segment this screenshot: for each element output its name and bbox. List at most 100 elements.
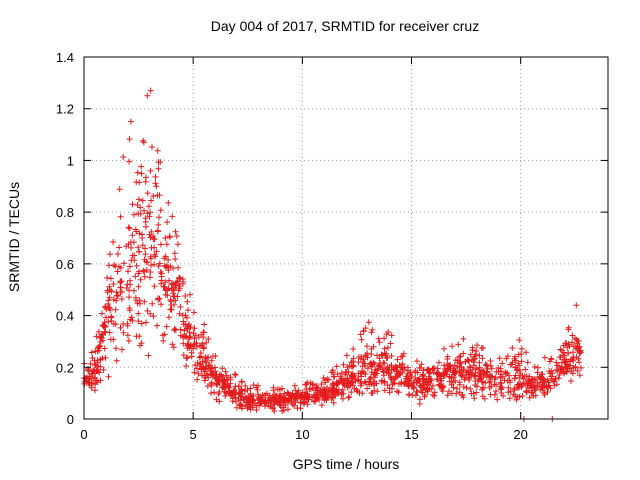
- data-point: [191, 325, 198, 332]
- data-point: [126, 307, 133, 314]
- data-point: [142, 251, 149, 258]
- data-point: [157, 159, 164, 166]
- data-point: [572, 335, 578, 342]
- data-point: [110, 336, 117, 343]
- data-point: [180, 340, 187, 347]
- data-point: [483, 362, 490, 369]
- data-point: [213, 380, 220, 387]
- data-point: [208, 390, 215, 397]
- data-point: [154, 147, 161, 154]
- data-point: [141, 298, 148, 305]
- data-point: [147, 234, 154, 241]
- data-point: [112, 306, 119, 313]
- data-point: [173, 233, 180, 240]
- data-point: [355, 359, 362, 366]
- data-point: [152, 253, 159, 260]
- data-point: [187, 291, 194, 298]
- data-point: [455, 341, 462, 348]
- data-point: [135, 318, 142, 325]
- data-point: [118, 296, 125, 302]
- data-point: [161, 331, 168, 338]
- data-point: [190, 330, 197, 337]
- data-point: [294, 405, 301, 412]
- data-point: [399, 360, 406, 367]
- data-point: [565, 324, 572, 331]
- data-point: [469, 344, 476, 351]
- data-point: [95, 363, 101, 370]
- data-point: [106, 262, 112, 269]
- data-point: [137, 276, 144, 283]
- data-point: [462, 358, 469, 365]
- data-point: [544, 389, 551, 395]
- data-point: [456, 353, 463, 360]
- data-point: [466, 363, 473, 370]
- data-point: [575, 355, 582, 362]
- data-point: [157, 269, 164, 275]
- data-point: [414, 389, 421, 395]
- data-point: [384, 364, 391, 371]
- data-point: [446, 373, 453, 380]
- data-point: [144, 92, 151, 99]
- data-point: [235, 395, 242, 402]
- x-tick-label: 20: [513, 427, 527, 442]
- data-point: [199, 372, 205, 379]
- data-point: [458, 373, 465, 380]
- data-point: [175, 241, 181, 248]
- data-point: [358, 336, 365, 343]
- data-point: [329, 381, 336, 388]
- data-point: [466, 377, 473, 383]
- data-point: [514, 366, 521, 373]
- data-point: [555, 375, 562, 382]
- data-point: [87, 360, 94, 367]
- data-point: [578, 364, 584, 371]
- data-point: [348, 389, 355, 396]
- data-point: [358, 370, 365, 377]
- data-point: [304, 401, 311, 408]
- data-point: [108, 313, 115, 320]
- data-point: [157, 241, 164, 248]
- data-point: [162, 279, 169, 286]
- data-point: [204, 383, 211, 390]
- data-point: [232, 383, 239, 390]
- data-point: [125, 268, 131, 275]
- y-tick-label: 1.2: [56, 102, 74, 117]
- data-point: [385, 329, 392, 335]
- data-point: [126, 294, 132, 301]
- data-point: [135, 270, 142, 277]
- data-point: [497, 383, 504, 390]
- data-point: [191, 335, 198, 342]
- data-point: [147, 209, 154, 216]
- data-point: [467, 364, 474, 371]
- data-point: [105, 318, 112, 325]
- data-point: [182, 312, 189, 319]
- data-point: [209, 365, 215, 372]
- data-point: [196, 361, 203, 368]
- data-point: [386, 389, 393, 396]
- data-point: [172, 228, 179, 235]
- data-point: [424, 367, 431, 374]
- data-point: [328, 369, 335, 376]
- data-point: [220, 374, 227, 380]
- data-point: [318, 402, 325, 409]
- data-point: [110, 296, 117, 303]
- data-point: [119, 346, 125, 353]
- data-point: [379, 352, 386, 359]
- data-point: [404, 375, 411, 382]
- data-point: [121, 260, 127, 267]
- data-point: [471, 373, 478, 380]
- data-point: [176, 275, 183, 282]
- data-point: [405, 376, 412, 383]
- data-point: [106, 283, 113, 290]
- data-point: [154, 227, 161, 234]
- data-point: [407, 371, 413, 377]
- data-point: [507, 361, 514, 368]
- data-point: [538, 371, 545, 378]
- data-point: [128, 244, 135, 251]
- data-point: [514, 384, 521, 391]
- data-point: [472, 382, 479, 388]
- data-point: [372, 366, 379, 373]
- data-point: [97, 338, 104, 345]
- data-point: [117, 289, 124, 295]
- data-point: [136, 230, 143, 237]
- data-point: [330, 399, 337, 406]
